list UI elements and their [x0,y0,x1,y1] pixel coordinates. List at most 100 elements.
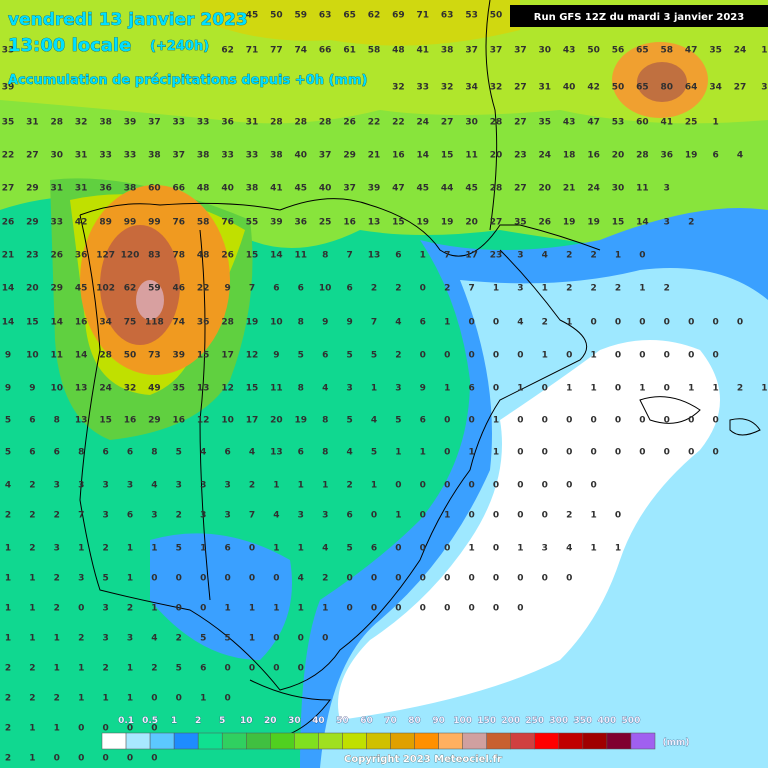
grid-value: 10 [221,416,234,426]
grid-value: 0 [517,511,523,521]
grid-value: 69 [392,11,405,21]
grid-value: 12 [246,351,259,361]
grid-value: 11 [636,184,649,194]
grid-value: 15 [246,384,259,394]
grid-value: 1 [395,511,401,521]
grid-value: 44 [441,184,454,194]
grid-value: 0 [224,664,230,674]
grid-value: 21 [563,184,576,194]
grid-value: 1 [712,118,718,128]
grid-value: 24 [99,384,112,394]
grid-value: 26 [539,218,552,228]
grid-value: 6 [224,544,230,554]
grid-value: 1 [54,664,60,674]
grid-value: 0 [176,694,182,704]
grid-value: 3 [127,481,133,491]
grid-value: 4 [249,448,255,458]
legend-swatch [414,732,439,750]
grid-value: 3 [200,481,206,491]
grid-value: 19 [295,416,308,426]
grid-value: 5 [176,448,182,458]
coastline [79,0,761,741]
legend-label: 100 [453,716,472,726]
grid-value: 4 [542,251,548,261]
grid-value: 1 [29,724,35,734]
grid-value: 60 [148,184,161,194]
grid-value: 2 [54,574,60,584]
grid-value: 23 [26,251,39,261]
grid-value: 1 [54,724,60,734]
grid-value: 1 [615,251,621,261]
legend-swatch [534,732,560,750]
grid-value: 4 [566,544,572,554]
grid-value: 36 [661,151,674,161]
grid-value: 0 [664,351,670,361]
grid-value: 2 [29,544,35,554]
grid-value: 6 [102,448,108,458]
grid-value: 62 [221,46,234,56]
grid-value: 0 [712,318,718,328]
grid-value: 1 [298,544,304,554]
grid-value: 63 [319,11,332,21]
grid-value: 0 [712,416,718,426]
grid-value: 0 [273,574,279,584]
grid-value: 5 [102,574,108,584]
grid-value: 9 [273,351,279,361]
legend-label: 50 [336,716,349,726]
grid-value: 22 [197,284,210,294]
grid-value: 31 [75,151,88,161]
grid-value: 48 [197,184,210,194]
grid-value: 5 [176,664,182,674]
grid-value: 39 [270,218,283,228]
grid-value: 0 [590,416,596,426]
grid-value: 27 [514,118,527,128]
grid-value: 61 [343,46,356,56]
grid-value: 1 [200,544,206,554]
grid-value: 0 [493,604,499,614]
grid-value: 1 [468,544,474,554]
grid-value: 30 [51,151,64,161]
grid-value: 6 [298,284,304,294]
grid-value: 5 [298,351,304,361]
grid-value: 5 [346,544,352,554]
grid-value: 0 [395,544,401,554]
grid-value: 2 [54,694,60,704]
legend-swatch [246,732,271,750]
grid-value: 46 [173,284,186,294]
grid-value: 127 [96,251,115,261]
grid-value: 83 [148,251,161,261]
grid-value: 1 [493,284,499,294]
grid-value: 6 [712,151,718,161]
grid-value: 0 [371,574,377,584]
grid-value: 32 [490,83,503,93]
grid-value: 89 [99,218,112,228]
grid-value: 1 [420,251,426,261]
grid-value: 2 [54,511,60,521]
grid-value: 76 [173,218,186,228]
grid-value: 2 [29,481,35,491]
grid-value: 36 [197,318,210,328]
grid-value: 99 [148,218,161,228]
grid-value: 27 [514,83,527,93]
grid-value: 1 [322,604,328,614]
grid-value: 1 [590,351,596,361]
grid-value: 6 [322,351,328,361]
grid-value: 53 [465,11,478,21]
title: vendredi 13 janvier 2023 [8,10,248,30]
grid-value: 14 [417,151,430,161]
legend: 0.1 0.5 1 2 5 10 20 30 40 50 60 70 80 90 100 150 200 250 3… [101,716,656,750]
grid-value: 1 [5,544,11,554]
legend-swatch [342,732,367,750]
grid-value: 40 [319,184,332,194]
grid-value: 0 [542,384,548,394]
legend-swatch [558,732,584,750]
grid-value: 45 [417,184,430,194]
grid-value: 41 [661,118,674,128]
grid-value: 0 [468,574,474,584]
grid-value: 3 [517,284,523,294]
grid-value: 37 [173,151,186,161]
grid-value: 0 [346,604,352,614]
grid-value: 0 [517,351,523,361]
grid-value: 27 [514,184,527,194]
grid-value: 4 [395,318,401,328]
